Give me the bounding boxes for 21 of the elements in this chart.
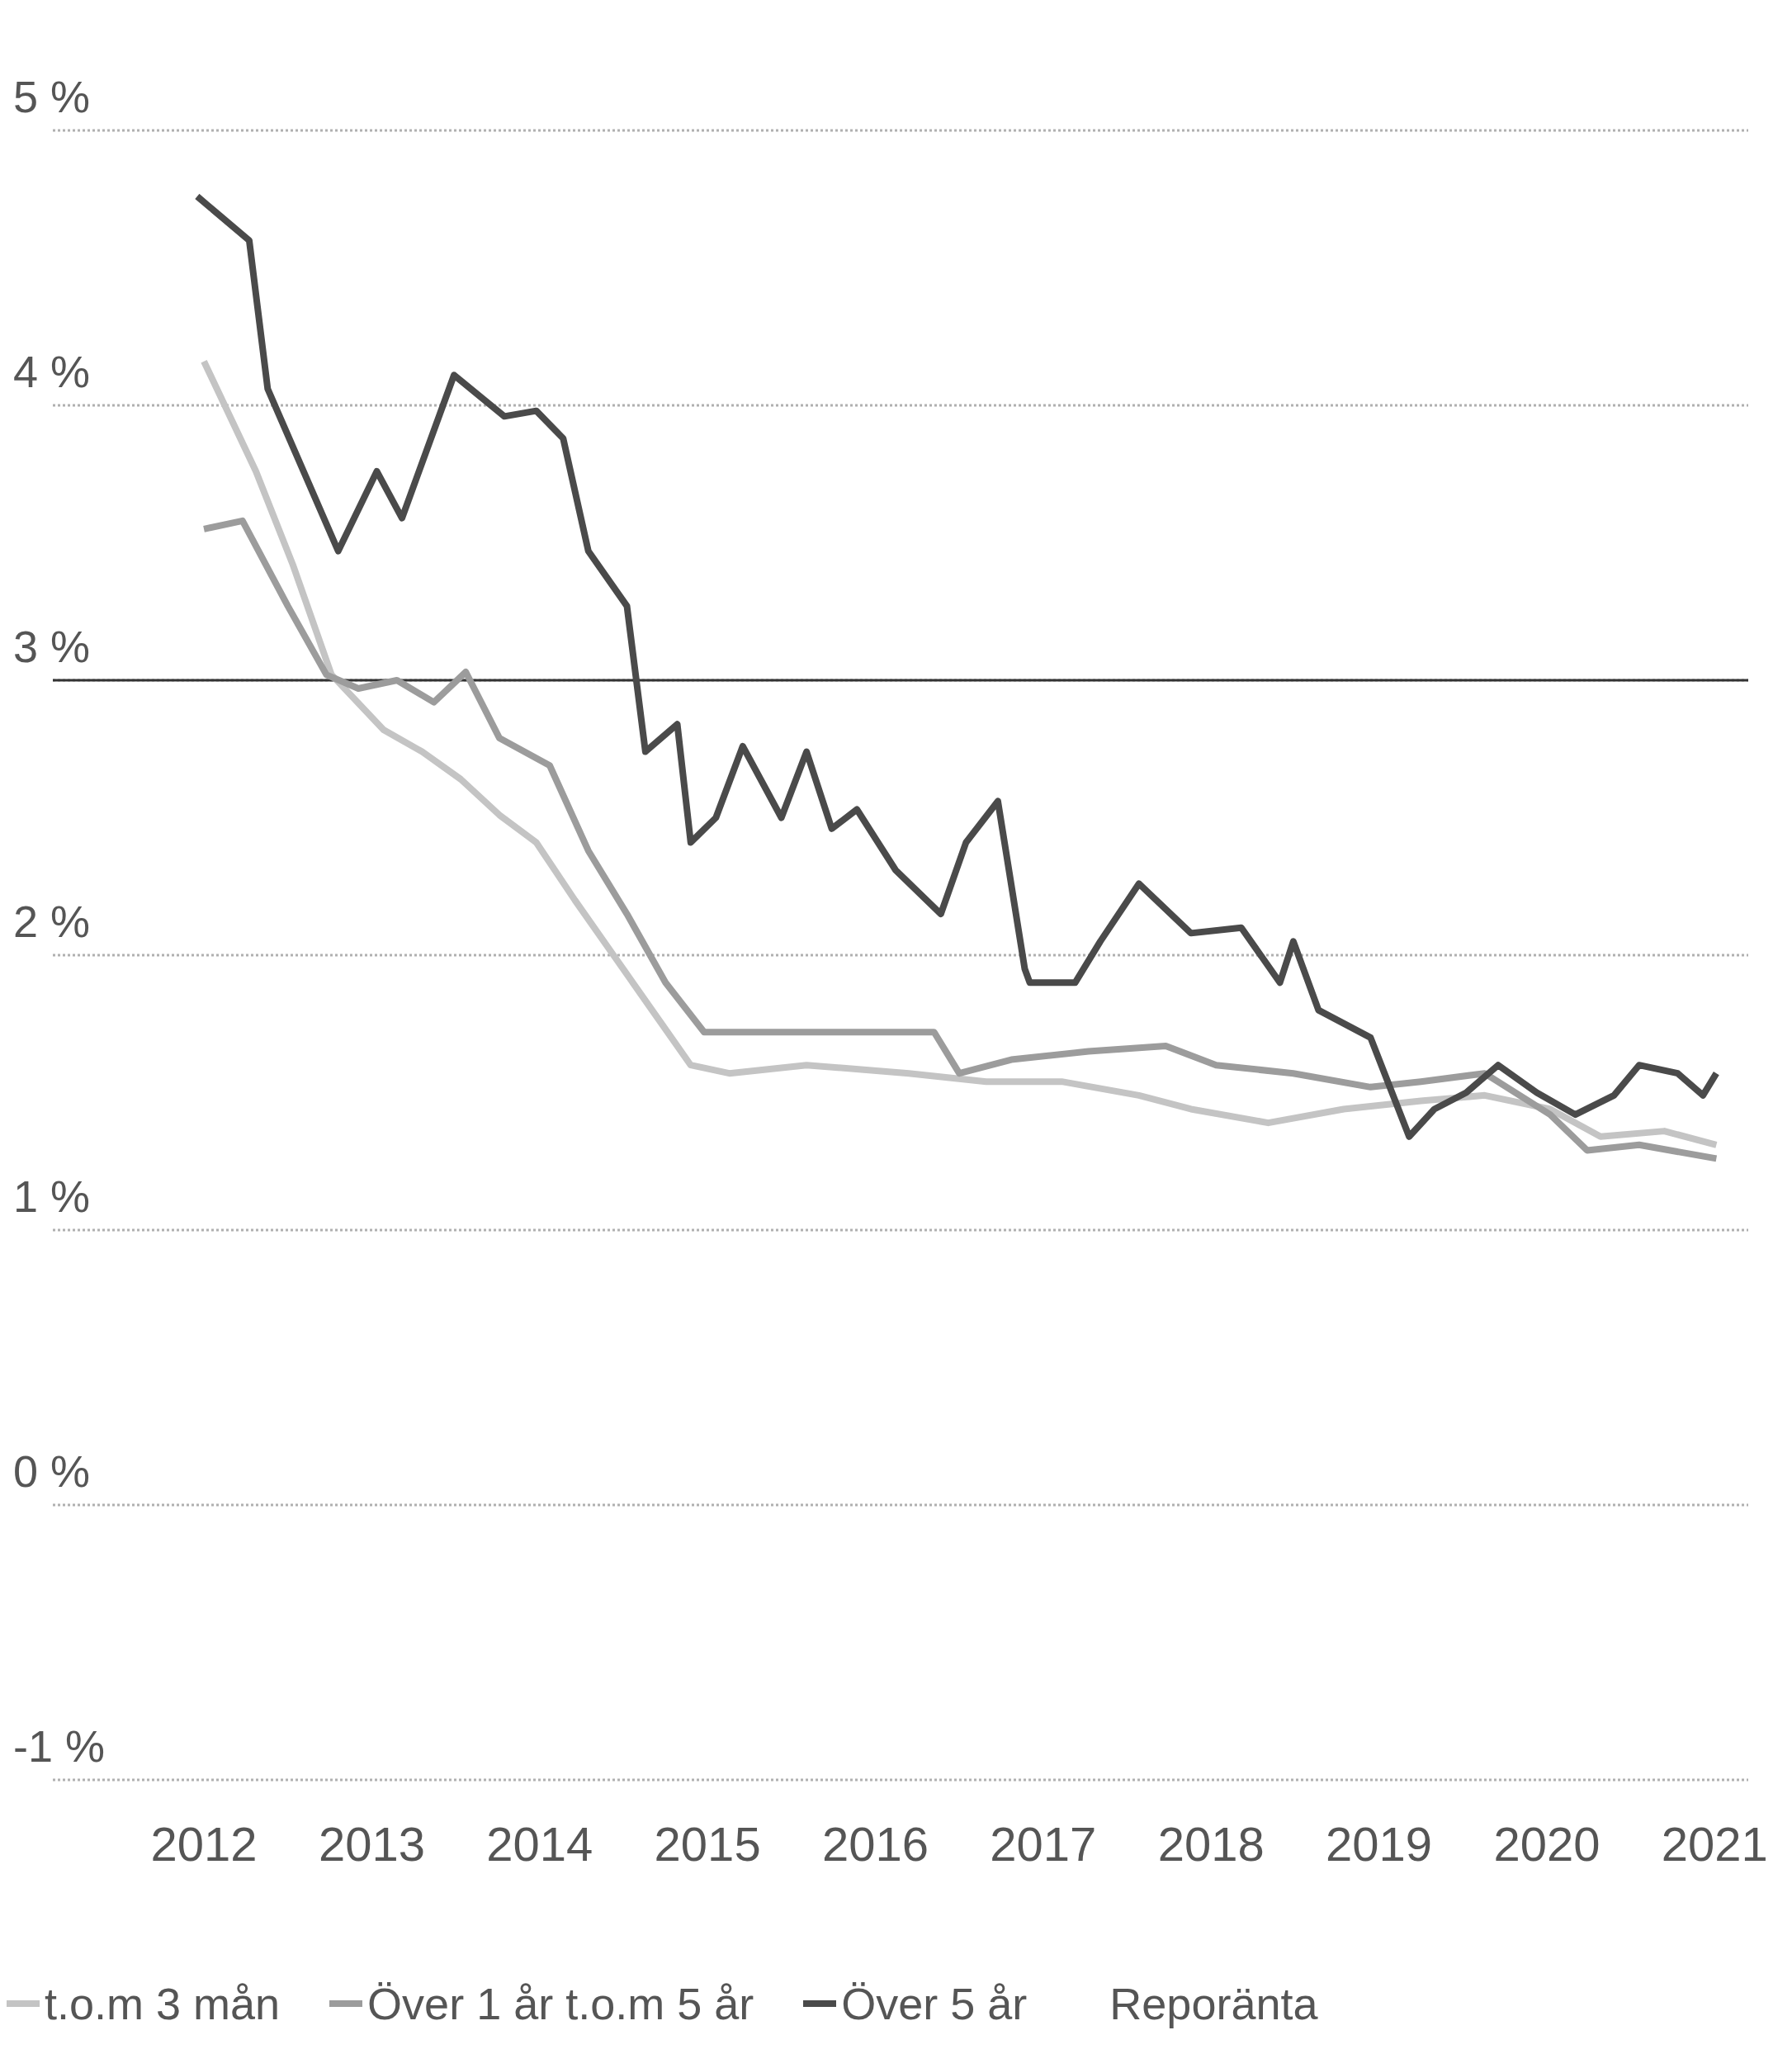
y-tick-label: 5 % [13,72,91,121]
x-tick-label: 2013 [318,1817,425,1871]
x-tick-label: 2015 [654,1817,761,1871]
y-tick-label: 0 % [13,1446,91,1496]
x-tick-label: 2017 [990,1817,1097,1871]
x-tick-label: 2019 [1326,1817,1433,1871]
y-tick-label: 2 % [13,897,91,946]
y-tick-label: 4 % [13,347,91,396]
legend-label: Över 5 år [841,1978,1028,2029]
x-tick-label: 2020 [1493,1817,1601,1871]
x-tick-label: 2016 [821,1817,929,1871]
y-tick-label: -1 % [13,1721,106,1771]
y-tick-label: 3 % [13,622,91,671]
x-tick-label: 2014 [486,1817,593,1871]
x-tick-label: 2018 [1157,1817,1265,1871]
legend-label: Över 1 år t.o.m 5 år [367,1978,754,2029]
x-tick-label: 2012 [150,1817,258,1871]
legend-label: t.o.m 3 mån [45,1978,281,2029]
text: Reporänta [1109,1978,1318,2029]
x-tick-label: 2021 [1661,1817,1768,1871]
y-tick-label: 1 % [13,1171,91,1221]
